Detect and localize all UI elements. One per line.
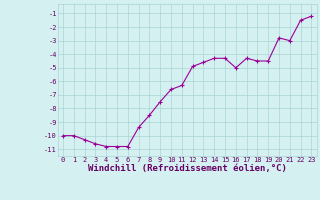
X-axis label: Windchill (Refroidissement éolien,°C): Windchill (Refroidissement éolien,°C) [88, 164, 287, 173]
